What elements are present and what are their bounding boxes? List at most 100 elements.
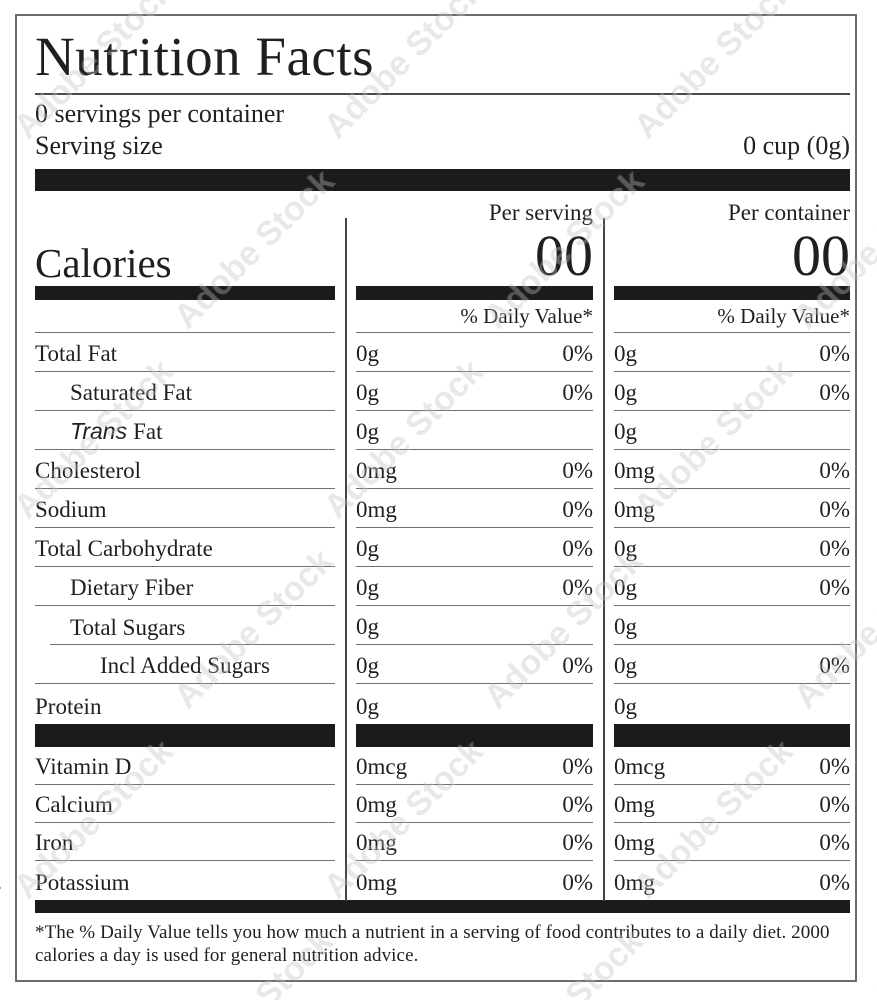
calories-label: Calories (35, 240, 172, 286)
per-container-cell: 0g 0% (614, 372, 850, 411)
amount-value: 0mcg (356, 754, 408, 779)
table-row: Trans Fat 0g 0g (35, 411, 850, 450)
nutrient-name-text: Total Fat (35, 341, 118, 366)
nutrient-name: Saturated Fat (35, 372, 335, 411)
per-serving-cell: 0mg 0% (356, 861, 593, 900)
nutrient-name-text: Fat (133, 419, 163, 444)
amount-value: 0g (614, 536, 637, 561)
table-row: Iron 0mg 0% 0mg 0% (35, 823, 850, 861)
label-title: Nutrition Facts (35, 26, 375, 87)
calories-bar (614, 286, 850, 300)
calories-value-per-container: 00 (792, 223, 850, 288)
daily-value: 0% (562, 792, 593, 817)
amount-value: 0g (356, 653, 379, 678)
daily-value: 0% (562, 380, 593, 405)
amount-value: 0g (356, 341, 379, 366)
daily-value: 0% (562, 754, 593, 779)
amount-value: 0g (356, 575, 379, 600)
nutrient-name-text: Total Sugars (70, 615, 186, 640)
daily-value: 0% (562, 458, 593, 483)
nutrient-name: Sodium (35, 489, 335, 528)
per-serving-cell: 0g 0% (356, 528, 593, 567)
amount-value: 0mg (614, 458, 655, 483)
calories-cell: Calories (35, 200, 335, 333)
per-container-calories-cell: Per container 00 % Daily Value* (614, 200, 850, 333)
section-bar (356, 724, 593, 747)
daily-value: 0% (819, 870, 850, 895)
nutrient-name: Total Fat (35, 333, 335, 372)
daily-value: 0% (819, 792, 850, 817)
per-serving-cell: 0mg 0% (356, 489, 593, 528)
nutrient-name: Trans Fat (35, 411, 335, 450)
spacer (35, 300, 335, 332)
table-row: Incl Added Sugars 0g 0% 0g 0% (35, 645, 850, 684)
header-bar (35, 169, 850, 191)
amount-value: 0mg (356, 792, 397, 817)
per-serving-cell: 0g (356, 684, 593, 724)
table-row: Protein 0g 0g (35, 684, 850, 724)
nutrient-name-text: Vitamin D (35, 754, 132, 779)
per-container-header: Per container (728, 200, 850, 225)
section-bar (35, 724, 335, 747)
nutrient-name: Cholesterol (35, 450, 335, 489)
nutrient-name: Iron (35, 823, 335, 861)
per-container-cell: 0mg 0% (614, 823, 850, 861)
amount-value: 0g (356, 536, 379, 561)
daily-value: 0% (819, 754, 850, 779)
table-row: Cholesterol 0mg 0% 0mg 0% (35, 450, 850, 489)
daily-value: 0% (819, 380, 850, 405)
per-container-cell: 0g (614, 606, 850, 645)
per-serving-cell: 0g (356, 411, 593, 450)
nutrient-name-text: Sodium (35, 497, 107, 522)
per-container-cell: 0g 0% (614, 333, 850, 372)
per-serving-cell: 0mg 0% (356, 823, 593, 861)
per-container-cell: 0mg 0% (614, 861, 850, 900)
per-container-cell: 0mg 0% (614, 785, 850, 823)
amount-value: 0g (356, 380, 379, 405)
serving-size-value: 0 cup (0g) (743, 131, 850, 160)
amount-value: 0g (614, 575, 637, 600)
amount-value: 0g (614, 419, 637, 444)
footnote: *The % Daily Value tells you how much a … (35, 922, 830, 966)
daily-value: 0% (562, 870, 593, 895)
vitamin-rows: Vitamin D 0mcg 0% 0mcg 0% Calcium 0mg 0% 0mg 0% Ir… (35, 747, 850, 900)
daily-value: 0% (562, 653, 593, 678)
bottom-bar (35, 900, 850, 913)
amount-value: 0mg (614, 497, 655, 522)
section-bar-row (35, 724, 850, 747)
calories-bar (356, 286, 593, 300)
daily-value: 0% (562, 341, 593, 366)
per-container-cell: 0g (614, 411, 850, 450)
calories-bar (35, 286, 335, 300)
daily-value: 0% (819, 575, 850, 600)
daily-value: 0% (819, 830, 850, 855)
amount-value: 0mg (614, 792, 655, 817)
per-container-cell: 0mg 0% (614, 489, 850, 528)
amount-value: 0mg (356, 870, 397, 895)
table-row: Saturated Fat 0g 0% 0g 0% (35, 372, 850, 411)
daily-value-header: % Daily Value* (717, 304, 850, 328)
table-row: Calcium 0mg 0% 0mg 0% (35, 785, 850, 823)
nutrient-name: Dietary Fiber (35, 567, 335, 606)
servings-per-container: 0 servings per container (35, 99, 285, 128)
calories-value-per-serving: 00 (535, 223, 593, 288)
per-container-cell: 0g 0% (614, 567, 850, 606)
per-serving-calories-cell: Per serving 00 % Daily Value* (356, 200, 593, 333)
per-container-cell: 0g 0% (614, 528, 850, 567)
amount-value: 0mg (356, 497, 397, 522)
per-serving-cell: 0g 0% (356, 333, 593, 372)
stock-id-watermark: Adobe Stock | #726577856 (0, 789, 2, 996)
amount-value: 0g (356, 614, 379, 639)
per-serving-cell: 0g 0% (356, 567, 593, 606)
amount-value: 0mg (614, 870, 655, 895)
amount-value: 0g (614, 341, 637, 366)
title-rule (35, 93, 850, 95)
serving-size-row: Serving size 0 cup (0g) (35, 130, 850, 162)
amount-value: 0mg (356, 458, 397, 483)
daily-value-header: % Daily Value* (460, 304, 593, 328)
nutrient-name-text: Total Carbohydrate (35, 536, 213, 561)
nutrient-name-text: Saturated Fat (70, 380, 192, 405)
nutrient-rows: Total Fat 0g 0% 0g 0% Saturated Fat 0g 0% 0g 0% Tr… (35, 333, 850, 724)
table-row: Total Carbohydrate 0g 0% 0g 0% (35, 528, 850, 567)
